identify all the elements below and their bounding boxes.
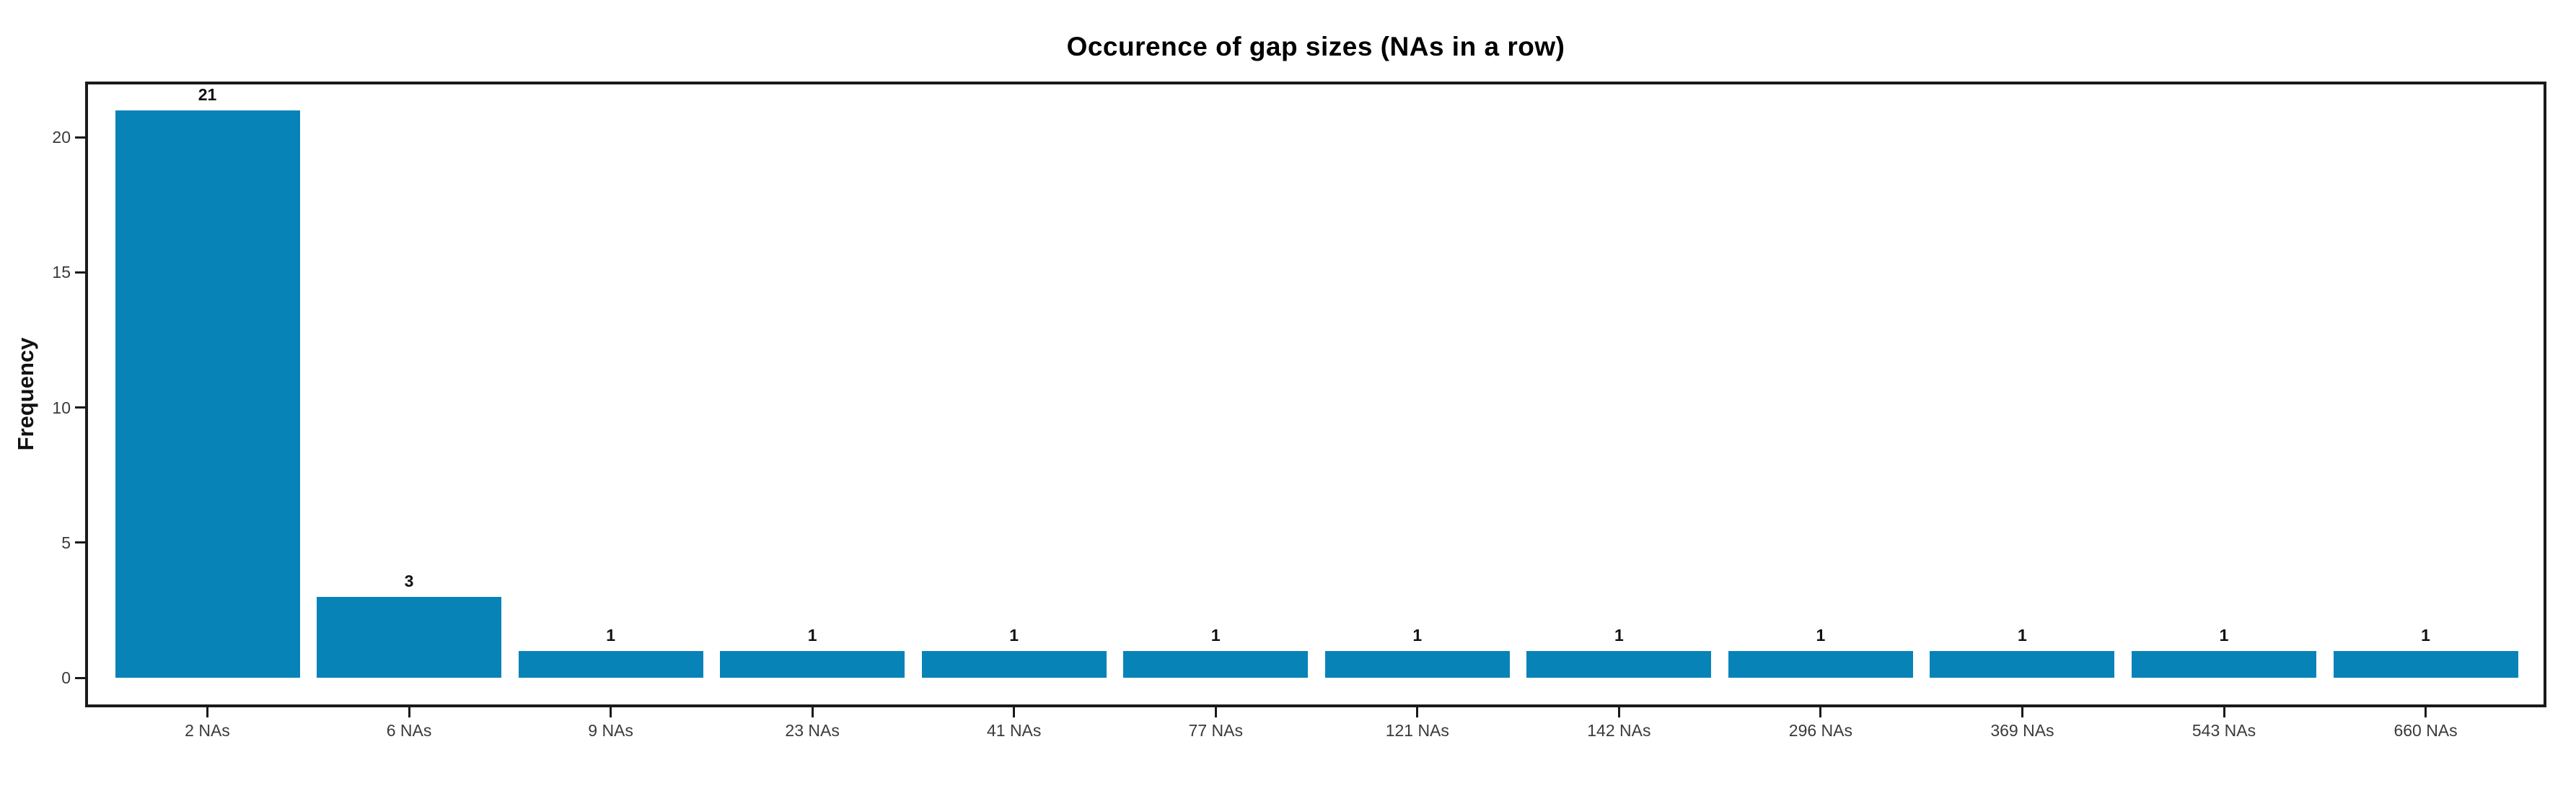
bar-value-label: 1 xyxy=(1009,625,1019,645)
x-tick-mark xyxy=(408,707,410,717)
bar-value-label: 21 xyxy=(198,84,217,104)
bar-value-label: 1 xyxy=(606,625,615,645)
y-tick-mark xyxy=(75,541,85,544)
x-tick-label: 121 NAs xyxy=(1385,721,1449,740)
x-tick-label: 369 NAs xyxy=(1990,721,2054,740)
y-tick-mark xyxy=(75,136,85,139)
y-tick-label: 20 xyxy=(52,128,71,147)
x-tick-mark xyxy=(206,707,208,717)
bar-value-label: 1 xyxy=(1210,625,1221,645)
y-tick-label: 0 xyxy=(61,668,71,687)
x-tick-label: 2 NAs xyxy=(185,721,230,740)
bar xyxy=(1123,650,1309,678)
x-tick-label: 9 NAs xyxy=(588,721,633,740)
x-tick-label: 660 NAs xyxy=(2393,721,2458,740)
bar-value-label: 3 xyxy=(404,571,414,590)
bar-value-label: 1 xyxy=(807,625,817,645)
x-tick-label: 77 NAs xyxy=(1188,721,1243,740)
y-axis-title: Frequency xyxy=(13,337,38,451)
y-tick-mark xyxy=(75,406,85,409)
bar xyxy=(518,650,703,678)
x-tick-mark xyxy=(811,707,814,717)
bar-value-label: 1 xyxy=(2219,625,2229,645)
x-tick-label: 6 NAs xyxy=(386,721,432,740)
x-tick-mark xyxy=(1416,707,1419,717)
x-tick-label: 142 NAs xyxy=(1587,721,1651,740)
x-tick-mark xyxy=(1617,707,1620,717)
bar xyxy=(2132,650,2316,678)
y-tick-label: 15 xyxy=(52,263,71,282)
x-tick-mark xyxy=(1819,707,1822,717)
bar-value-label: 1 xyxy=(1412,625,1423,645)
bar xyxy=(1526,650,1712,678)
x-tick-label: 41 NAs xyxy=(986,721,1042,740)
bar xyxy=(317,596,502,678)
bar-value-label: 1 xyxy=(2421,625,2430,645)
bar xyxy=(1930,650,2115,678)
x-tick-mark xyxy=(2223,707,2225,717)
x-tick-label: 23 NAs xyxy=(785,721,840,740)
chart-title: Occurence of gap sizes (NAs in a row) xyxy=(1066,32,1565,61)
y-tick-mark xyxy=(75,271,85,274)
x-tick-label: 543 NAs xyxy=(2192,721,2256,740)
y-tick-label: 10 xyxy=(52,398,71,417)
x-tick-mark xyxy=(1214,707,1217,717)
x-tick-label: 296 NAs xyxy=(1788,721,1852,740)
x-tick-mark xyxy=(2021,707,2023,717)
y-tick-label: 5 xyxy=(61,533,71,552)
bar xyxy=(115,110,300,678)
x-tick-mark xyxy=(1013,707,1016,717)
bar xyxy=(921,650,1107,678)
bar xyxy=(1728,650,1913,678)
bar-value-label: 1 xyxy=(2018,625,2027,645)
x-tick-mark xyxy=(610,707,612,717)
bar xyxy=(1324,650,1510,678)
bar-value-label: 1 xyxy=(1816,625,1826,645)
bar xyxy=(2333,650,2518,678)
bar-value-label: 1 xyxy=(1614,625,1624,645)
x-tick-mark xyxy=(2425,707,2427,717)
bar xyxy=(720,650,905,678)
y-tick-mark xyxy=(75,676,85,679)
